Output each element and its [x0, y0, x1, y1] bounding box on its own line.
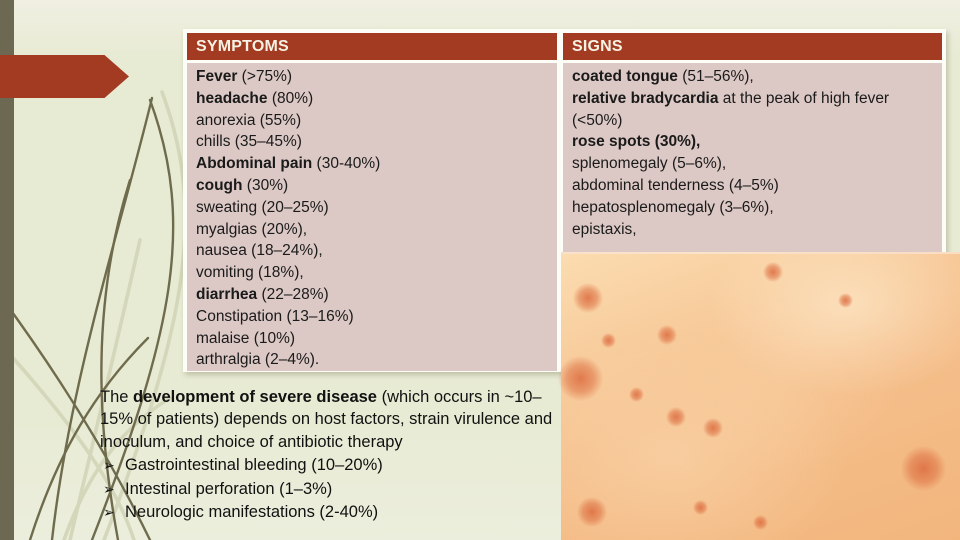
rose-spot	[577, 497, 607, 527]
text-run: (80%)	[267, 89, 314, 107]
text-run: at the peak of high fever (<50%)	[572, 89, 890, 129]
decorative-reeds-graphic	[0, 90, 187, 540]
text-run: epistaxis,	[572, 220, 637, 238]
rose-spot	[837, 292, 853, 308]
rose-spot	[628, 386, 644, 402]
text-run: hepatosplenomegaly (3–6%),	[572, 198, 774, 216]
rose-spot	[666, 407, 686, 427]
symptom-item: myalgias (20%),	[196, 219, 548, 241]
symptom-item: headache (80%)	[196, 88, 548, 110]
rose-spot	[763, 262, 783, 282]
symptom-item: Fever (>75%)	[196, 66, 548, 88]
bold-text-run: relative bradycardia	[572, 89, 719, 107]
signs-header: SIGNS	[563, 33, 942, 60]
rose-spot	[657, 325, 677, 345]
text-run: (51–56%),	[677, 68, 754, 85]
text-run: abdominal tenderness (4–5%)	[572, 176, 779, 194]
note-bullet-item: ➢ Gastrointestinal bleeding (10–20%)	[100, 454, 566, 477]
symptom-item: vomiting (18%),	[196, 262, 548, 284]
sign-item: coated tongue (51–56%),	[572, 66, 933, 88]
note-bullet-label: Neurologic manifestations (2-40%)	[125, 503, 379, 522]
bold-text-run: Abdominal pain	[196, 155, 313, 173]
symptom-item: nausea (18–24%),	[196, 240, 548, 262]
symptom-item: sweating (20–25%)	[196, 197, 548, 219]
rose-spot	[703, 418, 723, 438]
text-run: (30-40%)	[312, 155, 381, 173]
bold-text-run: headache	[196, 89, 268, 107]
text-run: vomiting (18%),	[196, 264, 304, 282]
bold-text-run: cough	[196, 176, 243, 194]
symptom-item: diarrhea (22–28%)	[196, 284, 548, 306]
arrowhead-bullet-icon: ➢	[103, 505, 115, 522]
text-run: anorexia (55%)	[196, 111, 302, 129]
bold-text-run: coated tongue	[572, 68, 678, 85]
text-run: chills (35–45%)	[196, 133, 302, 151]
rose-spot	[557, 355, 603, 401]
sign-item: epistaxis,	[572, 219, 933, 241]
arrowhead-bullet-icon: ➢	[103, 458, 115, 475]
bold-text-run: diarrhea	[196, 285, 258, 303]
sign-item: abdominal tenderness (4–5%)	[572, 175, 933, 197]
symptoms-column: SYMPTOMS Fever (>75%) headache (80%) anore…	[187, 33, 557, 372]
symptoms-list: Fever (>75%) headache (80%) anorexia (55%)…	[187, 63, 557, 372]
rose-spot	[900, 445, 946, 491]
note-bullet-list: ➢ Gastrointestinal bleeding (10–20%) ➢ Inte…	[100, 454, 566, 524]
bold-text-run: development of severe disease	[133, 388, 377, 406]
text-run: (22–28%)	[257, 285, 329, 303]
sign-item: rose spots (30%),	[572, 131, 933, 153]
text-run: (30%)	[242, 176, 289, 194]
left-accent-bar	[0, 0, 14, 540]
sign-item: relative bradycardia at the peak of high…	[572, 88, 933, 132]
note-bullet-item: ➢ Intestinal perforation (1–3%)	[100, 478, 566, 501]
symptom-item: Constipation (13–16%)	[196, 306, 548, 328]
rose-spots-photo	[557, 252, 960, 540]
bold-text-run: Fever	[196, 68, 238, 85]
rose-spot	[573, 283, 603, 313]
severe-disease-note: The development of severe disease (which…	[100, 386, 566, 524]
text-run: The	[100, 388, 134, 406]
sign-item: splenomegaly (5–6%),	[572, 153, 933, 175]
text-run: (>75%)	[237, 68, 293, 85]
rose-spot	[692, 499, 708, 515]
text-run: arthralgia (2–4%).	[196, 351, 320, 369]
symptom-item: arthralgia (2–4%).	[196, 349, 548, 371]
text-run: malaise (10%)	[196, 329, 296, 347]
bold-text-run: rose spots (30%),	[572, 133, 701, 151]
sign-item: hepatosplenomegaly (3–6%),	[572, 197, 933, 219]
note-bullet-label: Intestinal perforation (1–3%)	[125, 479, 333, 498]
rose-spot	[600, 332, 616, 348]
symptom-item: chills (35–45%)	[196, 131, 548, 153]
red-arrow-shape	[0, 55, 129, 98]
rose-spot	[752, 514, 768, 530]
symptom-item: cough (30%)	[196, 175, 548, 197]
text-run: splenomegaly (5–6%),	[572, 155, 727, 173]
symptom-item: malaise (10%)	[196, 328, 548, 350]
symptoms-header: SYMPTOMS	[187, 33, 557, 60]
symptom-item: Abdominal pain (30-40%)	[196, 153, 548, 175]
text-run: nausea (18–24%),	[196, 242, 323, 260]
note-bullet-label: Gastrointestinal bleeding (10–20%)	[125, 456, 383, 475]
arrowhead-bullet-icon: ➢	[103, 481, 115, 498]
text-run: sweating (20–25%)	[196, 198, 329, 216]
note-paragraph: The development of severe disease (which…	[100, 386, 566, 453]
symptom-item: anorexia (55%)	[196, 110, 548, 132]
text-run: (which occurs in ~10–15% of patients) de…	[100, 388, 553, 451]
text-run: Constipation (13–16%)	[196, 307, 354, 325]
text-run: myalgias (20%),	[196, 220, 308, 238]
note-bullet-item: ➢ Neurologic manifestations (2-40%)	[100, 501, 566, 524]
